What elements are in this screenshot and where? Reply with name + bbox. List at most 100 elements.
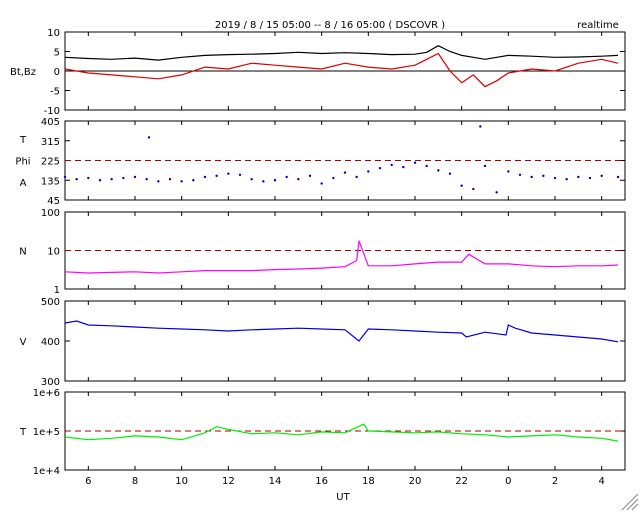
panel-temperature: 1e+6 1e+5 1e+4 T [19,388,626,477]
data-point [98,179,102,182]
x-tick-label: 16 [315,476,328,487]
data-point [168,177,172,181]
y-axis-label: V [20,337,27,348]
y-tick-label: 10 [47,247,60,258]
data-point [616,175,620,179]
data-point [577,175,580,179]
data-point [285,175,288,179]
y-axis-label: T [19,427,27,438]
x-tick-label: 0 [505,476,511,487]
data-point [180,180,183,183]
y-tick-label: 135 [41,176,60,187]
y-tick-label: 400 [41,337,60,348]
y-tick-label: 1e+4 [33,466,60,477]
data-point [600,174,603,178]
data-point [565,177,568,181]
data-point [425,164,428,168]
data-point [273,179,277,182]
y-tick-label: 10 [47,28,60,39]
data-point [157,180,160,183]
series-line-n [64,240,619,274]
y-axis-label: Phi [15,157,30,168]
data-point [367,170,370,173]
y-tick-label: 300 [41,377,60,388]
panel-phi-angle: 405 315 225 135 45 T Phi A [15,117,626,207]
x-axis-label: UT [336,492,350,503]
data-point [203,175,207,179]
data-point [479,125,482,128]
data-point [332,176,335,180]
x-tick-label: 6 [85,476,91,487]
data-point [110,177,113,181]
y-tick-label: -10 [44,106,60,117]
x-axis: 6 8 10 12 14 16 18 20 22 0 2 4 [85,476,605,487]
data-point [297,177,300,181]
data-point [355,175,358,179]
x-tick-label: 20 [409,476,422,487]
data-point [472,187,475,191]
data-point [343,171,347,174]
data-point [553,176,557,180]
x-tick-label: 18 [362,476,375,487]
series-phi [63,125,620,194]
x-tick-label: 8 [132,476,138,487]
series-line-v [64,320,619,343]
series-line-t [64,423,619,442]
y-tick-label: 45 [47,196,60,207]
x-tick-label: 10 [175,476,188,487]
data-point [250,177,253,181]
y-tick-label: -5 [50,87,60,98]
data-point [390,163,393,167]
data-point [262,180,265,183]
data-point [238,173,242,176]
y-tick-label: 1 [54,285,60,296]
x-tick-label: 12 [222,476,235,487]
data-point [588,176,592,180]
data-point [378,166,382,170]
panel-magnetic-field: 10 5 0 -5 -10 Bt,Bz [10,28,626,117]
data-point [227,172,230,175]
data-point [483,164,487,168]
y-tick-label: 0 [54,67,60,78]
realtime-label: realtime [577,20,619,31]
data-point [75,177,78,181]
data-point [507,170,510,173]
panel-density: 100 10 1 N [19,208,626,296]
y-tick-label: 5 [54,48,60,59]
data-point [542,174,545,178]
data-point [192,179,195,182]
data-point [147,136,151,139]
x-tick-label: 14 [269,476,282,487]
x-tick-label: 2 [552,476,558,487]
data-point [308,174,312,178]
y-tick-label: 1e+6 [33,388,60,399]
data-point [320,182,323,185]
series-line-bt [64,45,619,61]
x-tick-label: 22 [455,476,468,487]
y-tick-label: 315 [41,137,60,148]
data-point [518,173,522,176]
data-point [145,177,148,181]
resize-grip[interactable] [621,493,639,511]
data-point [63,175,67,179]
panel-speed: 500 400 300 V [20,297,626,388]
panel-frame [64,300,626,382]
y-axis-label: Bt,Bz [10,67,36,78]
y-tick-label: 225 [41,157,60,168]
y-tick-label: 500 [41,297,60,308]
panels: 10 5 0 -5 -10 Bt,Bz 405 315 225 135 45 T Phi A 100 10 1 N… [10,28,626,477]
data-point [215,174,218,178]
chart-title: 2019 / 8 / 15 05:00 -- 8 / 16 05:00 ( DS… [215,20,445,31]
series-line-bz [64,52,619,88]
data-point [437,169,440,172]
x-tick-label: 4 [598,476,604,487]
data-point [402,165,405,169]
data-point [460,184,463,187]
data-point [122,176,125,180]
y-axis-label: A [20,178,27,189]
data-point [530,175,533,179]
y-axis-label: T [19,135,27,146]
data-point [413,161,417,164]
y-tick-label: 100 [41,208,60,219]
